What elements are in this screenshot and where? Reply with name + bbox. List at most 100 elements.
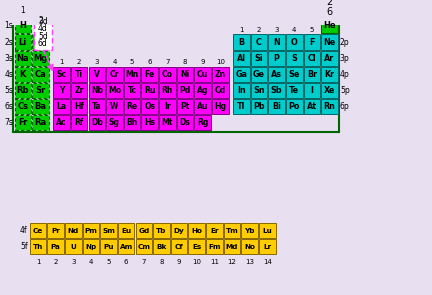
Text: Se: Se bbox=[289, 70, 300, 79]
Text: 2: 2 bbox=[54, 259, 58, 265]
Bar bbox=[159, 115, 175, 130]
Bar bbox=[89, 67, 105, 82]
Text: Fm: Fm bbox=[208, 244, 221, 250]
Text: 6: 6 bbox=[124, 259, 128, 265]
Bar bbox=[32, 35, 49, 50]
Text: 14: 14 bbox=[263, 259, 272, 265]
Bar bbox=[212, 67, 229, 82]
Bar bbox=[251, 67, 267, 82]
Bar bbox=[321, 35, 338, 50]
Bar bbox=[194, 83, 211, 98]
Text: Po: Po bbox=[289, 102, 300, 111]
Text: Cu: Cu bbox=[197, 70, 208, 79]
Text: N: N bbox=[273, 37, 280, 47]
Text: Rf: Rf bbox=[74, 118, 84, 127]
Bar bbox=[304, 67, 320, 82]
Text: Sn: Sn bbox=[253, 86, 265, 95]
Bar bbox=[48, 223, 64, 238]
Bar bbox=[65, 223, 82, 238]
Bar bbox=[194, 99, 211, 114]
Bar bbox=[71, 67, 87, 82]
Text: 8: 8 bbox=[183, 59, 187, 65]
Bar bbox=[15, 18, 31, 33]
Bar bbox=[136, 239, 152, 254]
Bar bbox=[321, 99, 338, 114]
Text: Ho: Ho bbox=[191, 228, 202, 234]
Bar bbox=[53, 115, 70, 130]
Bar bbox=[321, 67, 338, 82]
Text: Pu: Pu bbox=[103, 244, 114, 250]
Text: Pr: Pr bbox=[51, 228, 60, 234]
Text: Bk: Bk bbox=[156, 244, 167, 250]
Bar bbox=[141, 99, 158, 114]
Bar bbox=[251, 51, 267, 66]
Bar bbox=[136, 223, 152, 238]
Bar bbox=[233, 83, 250, 98]
Text: Mn: Mn bbox=[125, 70, 139, 79]
Bar bbox=[118, 223, 134, 238]
Bar bbox=[65, 239, 82, 254]
Bar bbox=[268, 99, 285, 114]
Text: Ir: Ir bbox=[164, 102, 171, 111]
Text: 4d: 4d bbox=[38, 24, 48, 33]
Bar bbox=[177, 83, 193, 98]
Text: Ag: Ag bbox=[197, 86, 208, 95]
Text: B: B bbox=[238, 37, 245, 47]
Bar bbox=[124, 99, 140, 114]
Text: 5d: 5d bbox=[38, 32, 48, 41]
Bar bbox=[124, 83, 140, 98]
Bar bbox=[83, 223, 99, 238]
Text: 1: 1 bbox=[20, 6, 25, 15]
Text: Be: Be bbox=[35, 37, 47, 47]
Text: Mg: Mg bbox=[33, 54, 48, 63]
Text: Ca: Ca bbox=[35, 70, 46, 79]
Text: 4: 4 bbox=[112, 59, 117, 65]
Bar bbox=[321, 18, 338, 33]
Text: 4p: 4p bbox=[340, 70, 349, 79]
Bar bbox=[321, 8, 338, 17]
Bar bbox=[83, 239, 99, 254]
Bar bbox=[159, 99, 175, 114]
Text: Si: Si bbox=[254, 54, 263, 63]
Text: 4f: 4f bbox=[20, 226, 28, 235]
Text: Cs: Cs bbox=[17, 102, 28, 111]
Bar bbox=[53, 83, 70, 98]
Text: 5: 5 bbox=[106, 259, 111, 265]
Text: Cf: Cf bbox=[175, 244, 184, 250]
Bar bbox=[233, 67, 250, 82]
Bar bbox=[106, 67, 123, 82]
Text: At: At bbox=[307, 102, 317, 111]
Bar bbox=[53, 99, 70, 114]
Text: 6p: 6p bbox=[340, 102, 349, 111]
Text: Cr: Cr bbox=[110, 70, 119, 79]
Text: Mt: Mt bbox=[162, 118, 173, 127]
Text: Ac: Ac bbox=[56, 118, 67, 127]
Text: 5f: 5f bbox=[20, 242, 28, 251]
Text: Cl: Cl bbox=[308, 54, 316, 63]
Text: 7: 7 bbox=[165, 59, 170, 65]
Bar bbox=[159, 67, 175, 82]
Bar bbox=[286, 35, 302, 50]
Bar bbox=[100, 239, 117, 254]
Bar bbox=[153, 223, 170, 238]
Text: As: As bbox=[271, 70, 282, 79]
Text: 9: 9 bbox=[200, 59, 205, 65]
Text: 10: 10 bbox=[192, 259, 201, 265]
Text: 3s: 3s bbox=[4, 54, 13, 63]
Text: Sm: Sm bbox=[102, 228, 115, 234]
Bar bbox=[15, 35, 31, 50]
Bar bbox=[171, 239, 187, 254]
Text: Ge: Ge bbox=[253, 70, 265, 79]
Bar bbox=[106, 115, 123, 130]
Bar bbox=[304, 83, 320, 98]
Bar bbox=[34, 17, 52, 50]
Bar bbox=[259, 239, 276, 254]
Text: Tb: Tb bbox=[156, 228, 167, 234]
Text: Zr: Zr bbox=[74, 86, 84, 95]
Text: Re: Re bbox=[127, 102, 138, 111]
Text: Ga: Ga bbox=[235, 70, 248, 79]
Bar bbox=[241, 239, 258, 254]
Text: Br: Br bbox=[307, 70, 317, 79]
Bar bbox=[224, 223, 240, 238]
Text: Ne: Ne bbox=[324, 37, 336, 47]
